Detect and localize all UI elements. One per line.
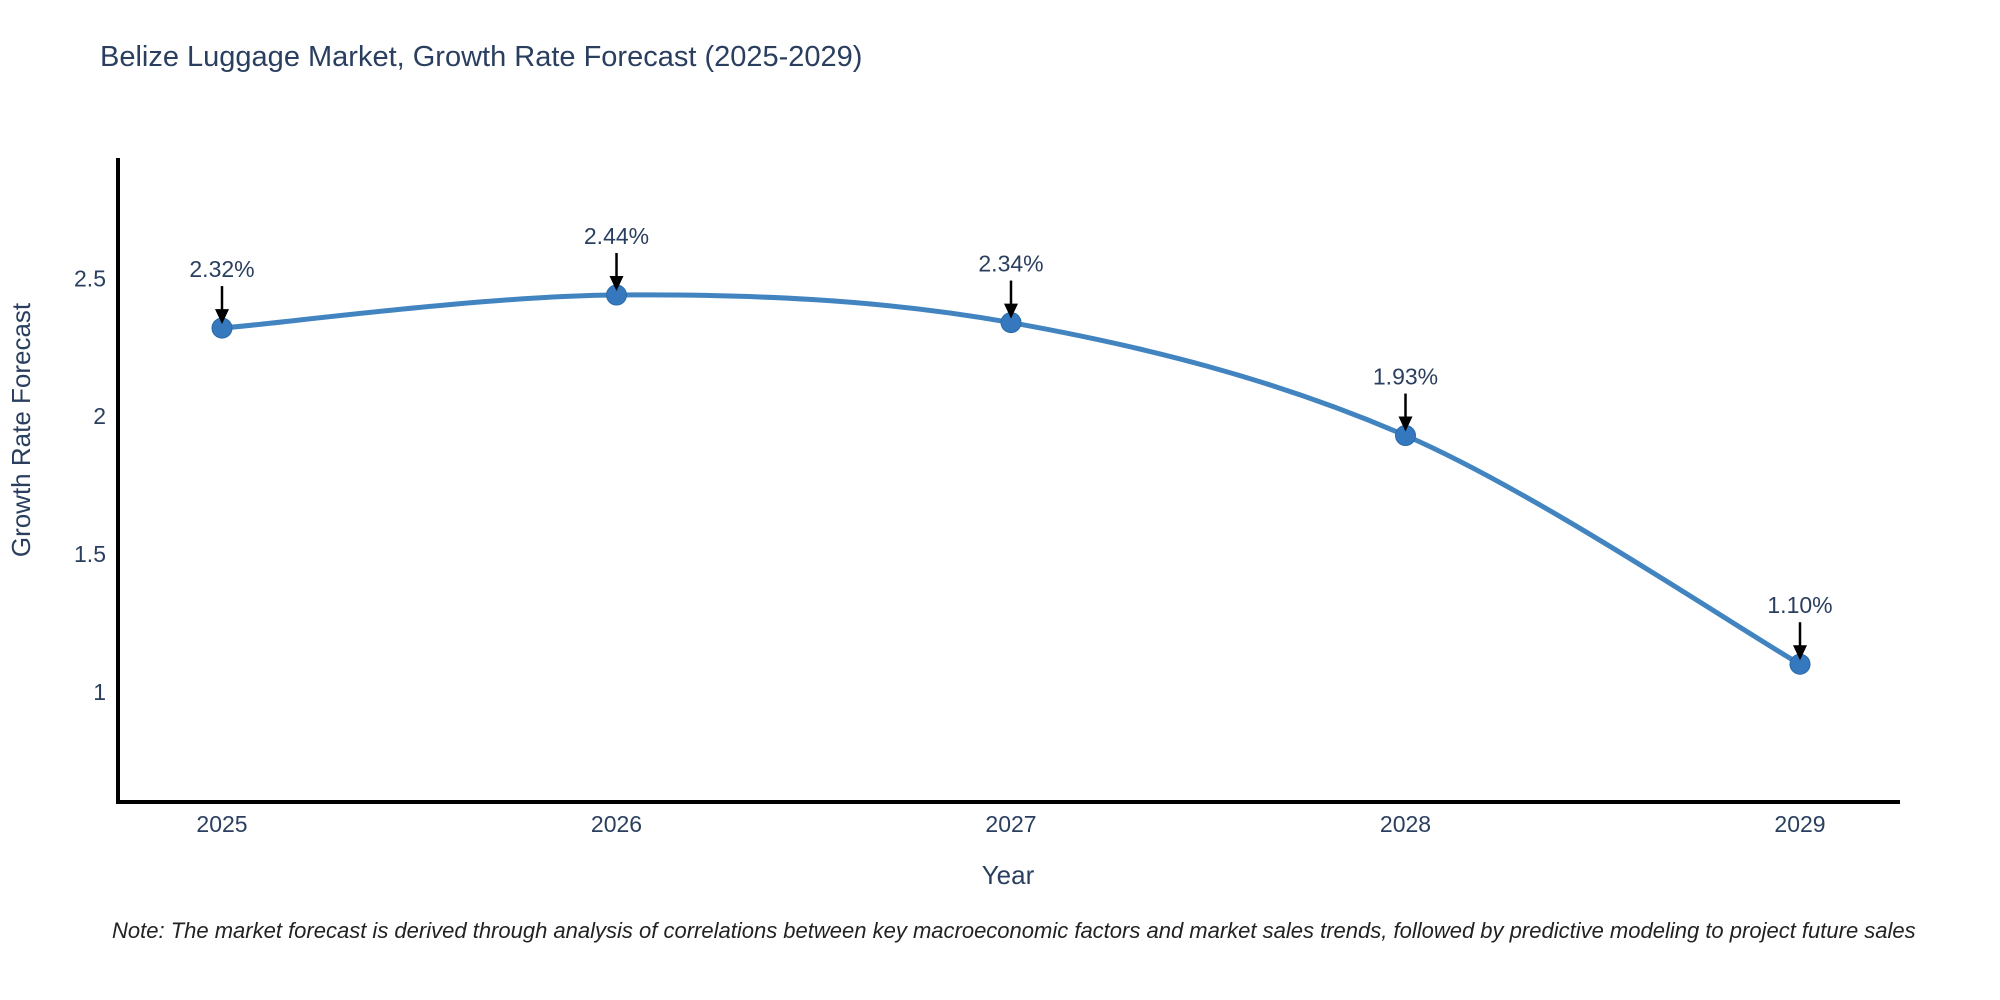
chart-title: Belize Luggage Market, Growth Rate Forec… bbox=[100, 41, 862, 73]
x-tick-labels: 2025 2026 2027 2028 2029 bbox=[196, 811, 1825, 837]
x-tick-label: 2029 bbox=[1774, 811, 1825, 837]
annotation-label: 2.32% bbox=[189, 256, 254, 282]
y-tick-label: 2 bbox=[93, 403, 106, 429]
x-axis-title: Year bbox=[982, 860, 1035, 890]
data-point-annotations: 2.32% 2.44% 2.34% 1.93% 1.10% bbox=[189, 223, 1833, 661]
x-tick-label: 2027 bbox=[985, 811, 1036, 837]
x-tick-label: 2025 bbox=[196, 811, 247, 837]
annotation-label: 2.44% bbox=[584, 223, 649, 249]
annotation-label: 2.34% bbox=[978, 251, 1043, 277]
x-tick-label: 2028 bbox=[1380, 811, 1431, 837]
y-tick-label: 2.5 bbox=[74, 265, 106, 291]
annotation-arrowhead-icon bbox=[1398, 416, 1413, 432]
note-text: Note: The market forecast is derived thr… bbox=[112, 918, 1916, 943]
data-point-markers bbox=[211, 284, 1811, 675]
y-tick-labels: 2.5 2 1.5 1 bbox=[74, 265, 106, 704]
x-tick-label: 2026 bbox=[591, 811, 642, 837]
y-tick-label: 1 bbox=[93, 679, 106, 705]
y-axis-title: Growth Rate Forecast bbox=[6, 302, 36, 557]
annotation-label: 1.10% bbox=[1767, 592, 1832, 618]
annotation-label: 1.93% bbox=[1373, 364, 1438, 390]
annotation-arrowhead-icon bbox=[1793, 645, 1807, 661]
forecast-line bbox=[219, 292, 1803, 667]
annotation-arrowhead-icon bbox=[1004, 303, 1018, 319]
y-tick-label: 1.5 bbox=[74, 541, 106, 567]
annotation-arrowhead-icon bbox=[215, 309, 229, 325]
annotation-arrowhead-icon bbox=[609, 276, 624, 292]
